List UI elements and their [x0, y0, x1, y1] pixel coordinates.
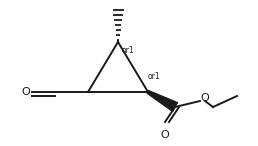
- Text: or1: or1: [122, 46, 135, 55]
- Text: O: O: [22, 87, 30, 97]
- Text: O: O: [161, 130, 169, 140]
- Polygon shape: [147, 91, 178, 111]
- Text: or1: or1: [148, 72, 161, 81]
- Text: O: O: [201, 93, 209, 103]
